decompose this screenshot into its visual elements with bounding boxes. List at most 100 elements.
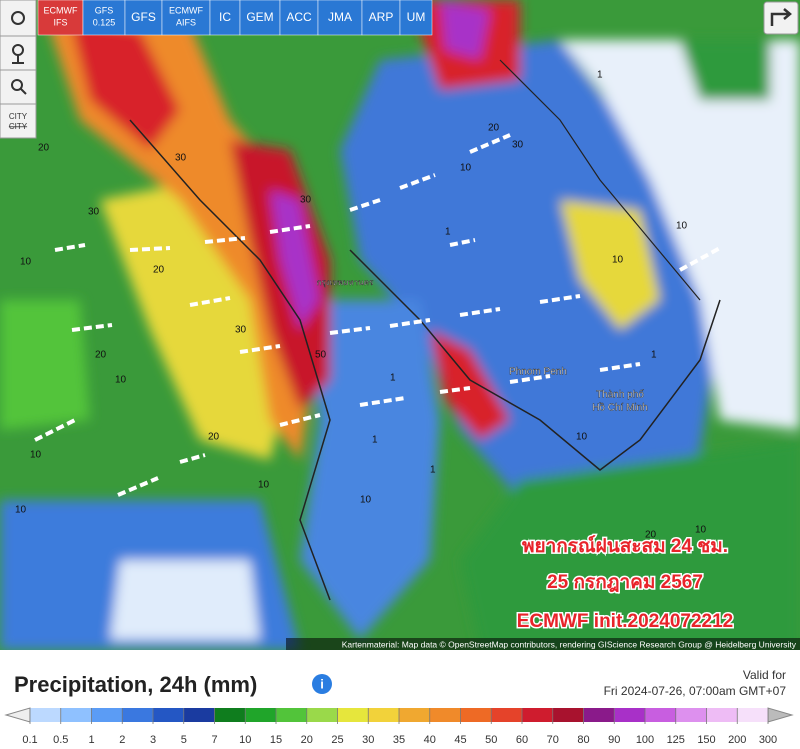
legend-tick-label: 3 (150, 734, 156, 746)
legend-tick-label: 200 (728, 734, 746, 746)
city-label-off: CITY (9, 122, 28, 131)
model-tab-label: UM (407, 10, 426, 24)
contour-label: 1 (445, 227, 451, 238)
legend-tick-label: 20 (301, 734, 313, 746)
legend-tick-label: 90 (608, 734, 620, 746)
model-tab[interactable] (239, 0, 281, 36)
valid-time: Fri 2024-07-26, 07:00am GMT+07 (604, 684, 787, 698)
place-label: กรุงเทพมหานคร (317, 278, 374, 287)
contour-label: 50 (315, 350, 327, 361)
model-tab[interactable] (209, 0, 241, 36)
legend-tick-label: 30 (362, 734, 374, 746)
place-label: Hồ Chí Minh (592, 402, 648, 414)
legend-tick-label: 100 (636, 734, 654, 746)
valid-label: Valid for (743, 668, 786, 682)
contour-label: 10 (612, 255, 624, 266)
model-tab-label: IFS (53, 17, 67, 27)
city-button[interactable] (0, 103, 37, 139)
legend-swatch (491, 708, 522, 722)
color-legend: 0.1 0.5 1 2 3 5 7 10 15 20 25 30 35 40 45 50 60 70 80 90 100… (4, 707, 794, 746)
contour-label: 1 (597, 70, 603, 81)
legend-tick-label: 15 (270, 734, 282, 746)
legend-tick-label: 80 (577, 734, 589, 746)
model-tab-label: GEM (246, 10, 273, 24)
legend-swatch (122, 708, 153, 722)
legend-swatch (60, 708, 92, 722)
legend-swatch (30, 708, 61, 722)
model-tab-label: IC (219, 10, 231, 24)
legend-swatch (706, 708, 738, 722)
share-button[interactable] (763, 1, 799, 35)
legend-swatch (245, 708, 276, 722)
model-tab[interactable] (124, 0, 163, 36)
legend-tick-label: 40 (424, 734, 436, 746)
contour-label: 30 (235, 325, 247, 336)
legend-swatch (91, 708, 123, 722)
legend-tick-label: 125 (667, 734, 685, 746)
model-tab[interactable] (399, 0, 433, 36)
contour-label: 10 (460, 163, 472, 174)
model-tab-label: ACC (286, 10, 312, 24)
legend-tick-label: 1 (88, 734, 94, 746)
legend-tick-label: 10 (239, 734, 251, 746)
overlay-text: 25 กรกฎาคม 2567 (547, 572, 703, 593)
wind-arrows (34, 133, 721, 497)
contour-label: 10 (695, 525, 707, 536)
city-label: CITY (9, 112, 28, 121)
legend-tick-label: 35 (393, 734, 405, 746)
contour-label: 10 (576, 432, 588, 443)
contour-label: 10 (360, 495, 372, 506)
model-tab-label: ECMWF (169, 5, 203, 15)
legend-tick-label: 45 (454, 734, 466, 746)
side-buttons: CITY CITY (0, 0, 37, 139)
model-tabs: ECMWF IFS GFS 0.125 GFS ECMWF AIFS IC GEM ACC JMA A… (37, 0, 433, 36)
legend-swatch (183, 708, 215, 722)
contour-label: 30 (175, 153, 187, 164)
reload-button[interactable] (0, 0, 37, 37)
info-icon: i (320, 676, 324, 691)
legend-swatch (522, 708, 553, 722)
contour-label: 30 (88, 207, 100, 218)
place-label: Thành phố (596, 389, 644, 401)
model-tab[interactable] (361, 0, 401, 36)
legend-swatch (276, 708, 307, 722)
legend-swatch (399, 708, 430, 722)
info-button[interactable] (312, 674, 332, 694)
legend-tick-label: 7 (211, 734, 217, 746)
legend-swatch (614, 708, 645, 722)
zoom-button[interactable] (0, 69, 37, 105)
contour-label: 20 (38, 143, 50, 154)
legend-tick-label: 25 (331, 734, 343, 746)
model-tab-label: ARP (369, 10, 394, 24)
legend-swatch (429, 708, 461, 722)
legend-swatch (460, 708, 492, 722)
location-button[interactable] (0, 35, 37, 71)
contour-label: 10 (115, 375, 127, 386)
legend-tick-label: 150 (697, 734, 715, 746)
legend-swatch (306, 708, 338, 722)
contour-label: 10 (30, 450, 42, 461)
overlay-text: ECMWF init.2024072212 (517, 611, 733, 632)
model-tab[interactable] (317, 0, 363, 36)
legend-swatch (675, 708, 707, 722)
model-tab-label: GFS (95, 5, 114, 15)
contour-label: 20 (645, 530, 657, 541)
legend-swatch (337, 708, 369, 722)
legend-swatch (737, 708, 768, 722)
legend-tick-label: 60 (516, 734, 528, 746)
contour-label: 10 (20, 257, 32, 268)
forecast-overlay: พยากรณ์ฝนสะสม 24 ชม. 25 กรกฎาคม 2567 ECMWF… (515, 534, 734, 634)
overlay-text: พยากรณ์ฝนสะสม 24 ชม. (522, 535, 728, 557)
contour-label: 20 (153, 265, 165, 276)
footer-title: Precipitation, 24h (mm) (14, 672, 257, 697)
contour-label: 10 (15, 505, 27, 516)
legend-swatch (214, 708, 246, 722)
contour-label: 1 (430, 465, 436, 476)
legend-tick-label: 70 (547, 734, 559, 746)
contour-label: 20 (208, 432, 220, 443)
legend-tick-label: 300 (759, 734, 777, 746)
model-tab-label: 0.125 (93, 17, 116, 27)
contour-label: 1 (651, 350, 657, 361)
